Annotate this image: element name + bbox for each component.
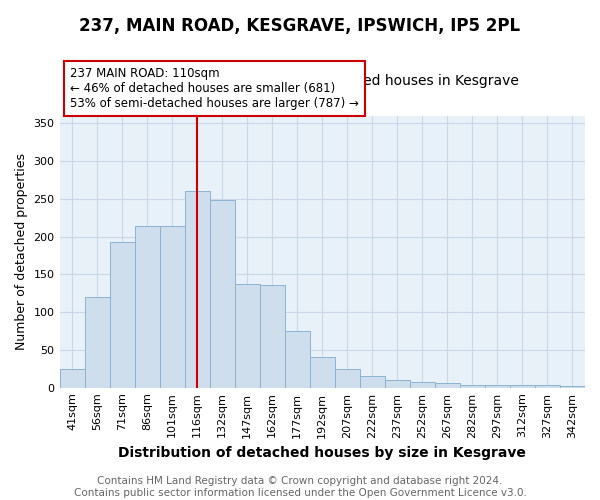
Bar xyxy=(59,369,85,388)
Bar xyxy=(310,358,335,388)
Bar xyxy=(385,380,410,388)
Text: Contains HM Land Registry data © Crown copyright and database right 2024.
Contai: Contains HM Land Registry data © Crown c… xyxy=(74,476,526,498)
Y-axis label: Number of detached properties: Number of detached properties xyxy=(15,153,28,350)
Title: Size of property relative to detached houses in Kesgrave: Size of property relative to detached ho… xyxy=(125,74,519,88)
Bar xyxy=(435,383,460,388)
Bar xyxy=(85,297,110,388)
Text: 237, MAIN ROAD, KESGRAVE, IPSWICH, IP5 2PL: 237, MAIN ROAD, KESGRAVE, IPSWICH, IP5 2… xyxy=(79,18,521,36)
Bar xyxy=(285,331,310,388)
Bar xyxy=(209,200,235,388)
Bar xyxy=(485,384,510,388)
Bar xyxy=(560,386,585,388)
Bar xyxy=(185,192,209,388)
X-axis label: Distribution of detached houses by size in Kesgrave: Distribution of detached houses by size … xyxy=(118,446,526,460)
Bar xyxy=(510,386,535,388)
Bar xyxy=(235,284,260,388)
Bar xyxy=(335,369,360,388)
Bar xyxy=(160,226,185,388)
Bar xyxy=(410,382,435,388)
Bar xyxy=(460,384,485,388)
Bar xyxy=(260,285,285,388)
Bar xyxy=(360,376,385,388)
Text: 237 MAIN ROAD: 110sqm
← 46% of detached houses are smaller (681)
53% of semi-det: 237 MAIN ROAD: 110sqm ← 46% of detached … xyxy=(70,68,359,110)
Bar xyxy=(535,386,560,388)
Bar xyxy=(110,242,134,388)
Bar xyxy=(134,226,160,388)
